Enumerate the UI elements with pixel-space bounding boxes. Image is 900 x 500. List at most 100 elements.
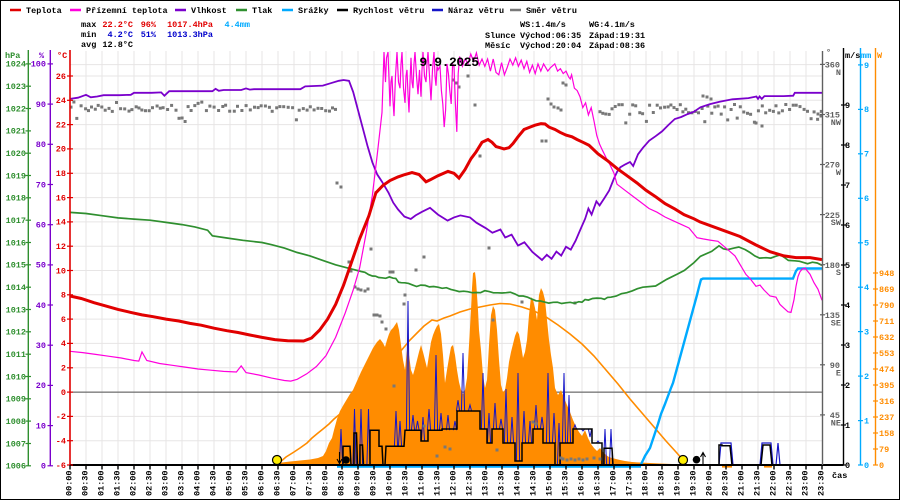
svg-text:2: 2 bbox=[864, 372, 869, 382]
svg-text:13:30: 13:30 bbox=[497, 470, 507, 496]
svg-text:4.4mm: 4.4mm bbox=[224, 20, 250, 30]
svg-text:09:30: 09:30 bbox=[369, 470, 379, 496]
svg-text:180: 180 bbox=[825, 261, 840, 271]
svg-text:07:30: 07:30 bbox=[305, 470, 315, 496]
svg-text:15:30: 15:30 bbox=[561, 470, 571, 496]
svg-text:96%: 96% bbox=[141, 20, 157, 30]
svg-text:10: 10 bbox=[56, 266, 66, 276]
svg-text:avg: avg bbox=[81, 40, 96, 50]
svg-text:-2: -2 bbox=[56, 412, 66, 422]
svg-text:06:00: 06:00 bbox=[257, 470, 267, 496]
svg-text:min: min bbox=[81, 30, 96, 40]
svg-text:10: 10 bbox=[36, 421, 46, 431]
svg-text:02:00: 02:00 bbox=[129, 470, 139, 496]
svg-text:Náraz větru: Náraz větru bbox=[448, 6, 504, 16]
svg-text:SW: SW bbox=[831, 218, 842, 228]
svg-text:04:00: 04:00 bbox=[193, 470, 203, 496]
svg-text:NE: NE bbox=[831, 418, 841, 428]
svg-text:11:30: 11:30 bbox=[433, 470, 443, 496]
svg-text:16:30: 16:30 bbox=[593, 470, 603, 496]
svg-text:1011: 1011 bbox=[6, 350, 26, 360]
svg-text:1016: 1016 bbox=[6, 238, 26, 248]
svg-text:Směr větru: Směr větru bbox=[526, 6, 577, 16]
svg-text:05:30: 05:30 bbox=[241, 470, 251, 496]
svg-text:23:00: 23:00 bbox=[801, 470, 811, 496]
svg-text:13:00: 13:00 bbox=[481, 470, 491, 496]
svg-text:7: 7 bbox=[864, 150, 869, 160]
svg-text:270: 270 bbox=[825, 161, 840, 171]
svg-text:0: 0 bbox=[61, 388, 66, 398]
svg-text:Srážky: Srážky bbox=[298, 6, 329, 16]
svg-text:22.2°C: 22.2°C bbox=[102, 20, 133, 30]
svg-text:10:30: 10:30 bbox=[401, 470, 411, 496]
svg-text:00:00: 00:00 bbox=[65, 470, 75, 496]
svg-text:11:00: 11:00 bbox=[417, 470, 427, 496]
svg-text:Měsíc: Měsíc bbox=[485, 41, 511, 51]
svg-text:1018: 1018 bbox=[6, 194, 26, 204]
svg-text:7: 7 bbox=[845, 181, 850, 191]
svg-text:20: 20 bbox=[56, 145, 66, 155]
svg-text:12:30: 12:30 bbox=[465, 470, 475, 496]
svg-text:45: 45 bbox=[830, 411, 840, 421]
svg-text:NW: NW bbox=[831, 118, 842, 128]
svg-text:6: 6 bbox=[845, 221, 850, 231]
svg-text:Východ:20:04: Východ:20:04 bbox=[520, 41, 581, 51]
svg-text:40: 40 bbox=[36, 301, 46, 311]
svg-text:S: S bbox=[836, 268, 841, 278]
svg-text:4.2°C: 4.2°C bbox=[107, 30, 133, 40]
svg-text:225: 225 bbox=[825, 211, 840, 221]
svg-text:18:00: 18:00 bbox=[641, 470, 651, 496]
svg-text:1017.4hPa: 1017.4hPa bbox=[167, 20, 213, 30]
svg-text:1022: 1022 bbox=[6, 104, 26, 114]
svg-text:08:30: 08:30 bbox=[337, 470, 347, 496]
svg-text:1021: 1021 bbox=[6, 127, 26, 137]
svg-text:14: 14 bbox=[56, 218, 66, 228]
svg-text:02:30: 02:30 bbox=[145, 470, 155, 496]
svg-text:70: 70 bbox=[36, 180, 46, 190]
svg-text:1015: 1015 bbox=[6, 261, 26, 271]
svg-text:18:30: 18:30 bbox=[657, 470, 667, 496]
svg-text:1019: 1019 bbox=[6, 171, 26, 181]
svg-text:Vlhkost: Vlhkost bbox=[191, 6, 227, 16]
svg-text:Rychlost větru: Rychlost větru bbox=[353, 6, 424, 16]
svg-text:5: 5 bbox=[845, 261, 850, 271]
svg-text:237: 237 bbox=[879, 413, 894, 423]
svg-text:135: 135 bbox=[825, 311, 840, 321]
svg-text:01:00: 01:00 bbox=[97, 470, 107, 496]
svg-text:9: 9 bbox=[864, 61, 869, 71]
svg-text:04:30: 04:30 bbox=[209, 470, 219, 496]
svg-text:W: W bbox=[836, 168, 842, 178]
svg-text:max: max bbox=[81, 20, 96, 30]
svg-text:4: 4 bbox=[864, 283, 869, 293]
svg-text:19:30: 19:30 bbox=[689, 470, 699, 496]
svg-text:°C: °C bbox=[57, 51, 67, 61]
svg-text:06:30: 06:30 bbox=[273, 470, 283, 496]
svg-text:°: ° bbox=[826, 48, 831, 58]
svg-text:100: 100 bbox=[31, 60, 46, 70]
svg-text:hPa: hPa bbox=[5, 51, 20, 61]
svg-text:1007: 1007 bbox=[6, 439, 26, 449]
svg-text:1008: 1008 bbox=[6, 417, 26, 427]
svg-text:-4: -4 bbox=[56, 436, 66, 446]
svg-text:50: 50 bbox=[36, 261, 46, 271]
svg-text:9: 9 bbox=[845, 101, 850, 111]
svg-text:360: 360 bbox=[825, 61, 840, 71]
svg-text:Západ:08:36: Západ:08:36 bbox=[589, 41, 645, 51]
svg-text:4: 4 bbox=[845, 301, 850, 311]
svg-text:1: 1 bbox=[845, 421, 850, 431]
svg-text:17:00: 17:00 bbox=[609, 470, 619, 496]
svg-text:03:00: 03:00 bbox=[161, 470, 171, 496]
svg-text:Západ:19:31: Západ:19:31 bbox=[589, 31, 645, 41]
svg-text:4: 4 bbox=[61, 339, 66, 349]
svg-text:5: 5 bbox=[864, 239, 869, 249]
svg-text:12:00: 12:00 bbox=[449, 470, 459, 496]
svg-text:Východ:06:35: Východ:06:35 bbox=[520, 31, 581, 41]
svg-text:8: 8 bbox=[845, 141, 850, 151]
svg-text:1023: 1023 bbox=[6, 82, 26, 92]
svg-text:čas: čas bbox=[832, 471, 847, 481]
svg-text:1020: 1020 bbox=[6, 149, 26, 159]
svg-text:00:30: 00:30 bbox=[81, 470, 91, 496]
svg-text:Tlak: Tlak bbox=[252, 6, 272, 16]
svg-text:SE: SE bbox=[831, 318, 841, 328]
svg-text:1024: 1024 bbox=[6, 60, 26, 70]
